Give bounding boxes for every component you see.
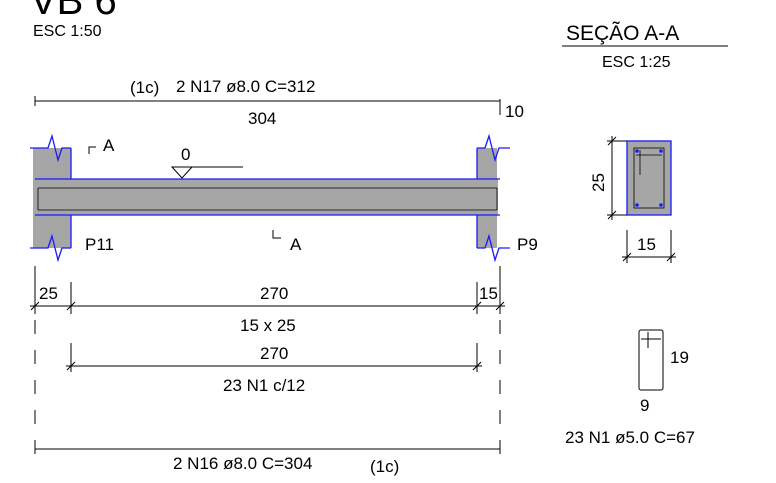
level-mark-symbol — [170, 166, 243, 179]
pillar-left-label: P11 — [85, 235, 114, 254]
section-width-label: 15 — [637, 235, 656, 254]
dimension-stirrup-span — [66, 343, 482, 372]
stirrup-shape — [638, 329, 664, 391]
stirrups-label: 23 N1 c/12 — [223, 376, 305, 395]
extension-lines — [34, 320, 501, 470]
section-cross-section — [626, 140, 672, 216]
top-span-dimension: 304 — [248, 109, 276, 128]
section-scale: ESC 1:25 — [602, 54, 671, 71]
section-cut-marker-bottom — [272, 230, 281, 239]
top-rebar-tag: (1c) — [130, 78, 159, 97]
bottom-rebar-label: 2 N16 ø8.0 C=304 — [173, 454, 312, 473]
drawing-title: VB 6 — [30, 0, 117, 23]
stirrup-width-label: 9 — [640, 396, 649, 415]
dimension-chain-main — [30, 266, 505, 314]
section-title: SEÇÃO A-A — [566, 21, 679, 45]
section-cut-marker-top — [88, 146, 96, 154]
section-mark-bottom-label: A — [290, 235, 302, 254]
section-width-dimension — [622, 230, 676, 263]
drawing-scale: ESC 1:50 — [33, 23, 102, 40]
bottom-rebar-tag: (1c) — [370, 457, 399, 476]
top-rebar-line — [34, 96, 501, 115]
pillar-right-label: P9 — [517, 235, 538, 254]
stirrup-height-label: 19 — [670, 348, 689, 367]
section-height-dimension — [607, 136, 627, 220]
dim-left-support: 25 — [39, 284, 58, 303]
top-rebar-label: 2 N17 ø8.0 C=312 — [176, 77, 315, 96]
stirrup-detail-label: 23 N1 ø5.0 C=67 — [565, 428, 695, 447]
beam-elevation — [30, 133, 510, 263]
dim-clear-span: 270 — [260, 284, 288, 303]
top-end-dimension: 10 — [505, 102, 524, 121]
level-mark-value: 0 — [181, 145, 190, 164]
dim-right-support: 15 — [479, 284, 498, 303]
section-height-label: 25 — [589, 173, 608, 192]
beam-size-label: 15 x 25 — [240, 316, 296, 335]
dim-stirrup-span: 270 — [260, 344, 288, 363]
section-mark-top-label: A — [103, 136, 115, 155]
